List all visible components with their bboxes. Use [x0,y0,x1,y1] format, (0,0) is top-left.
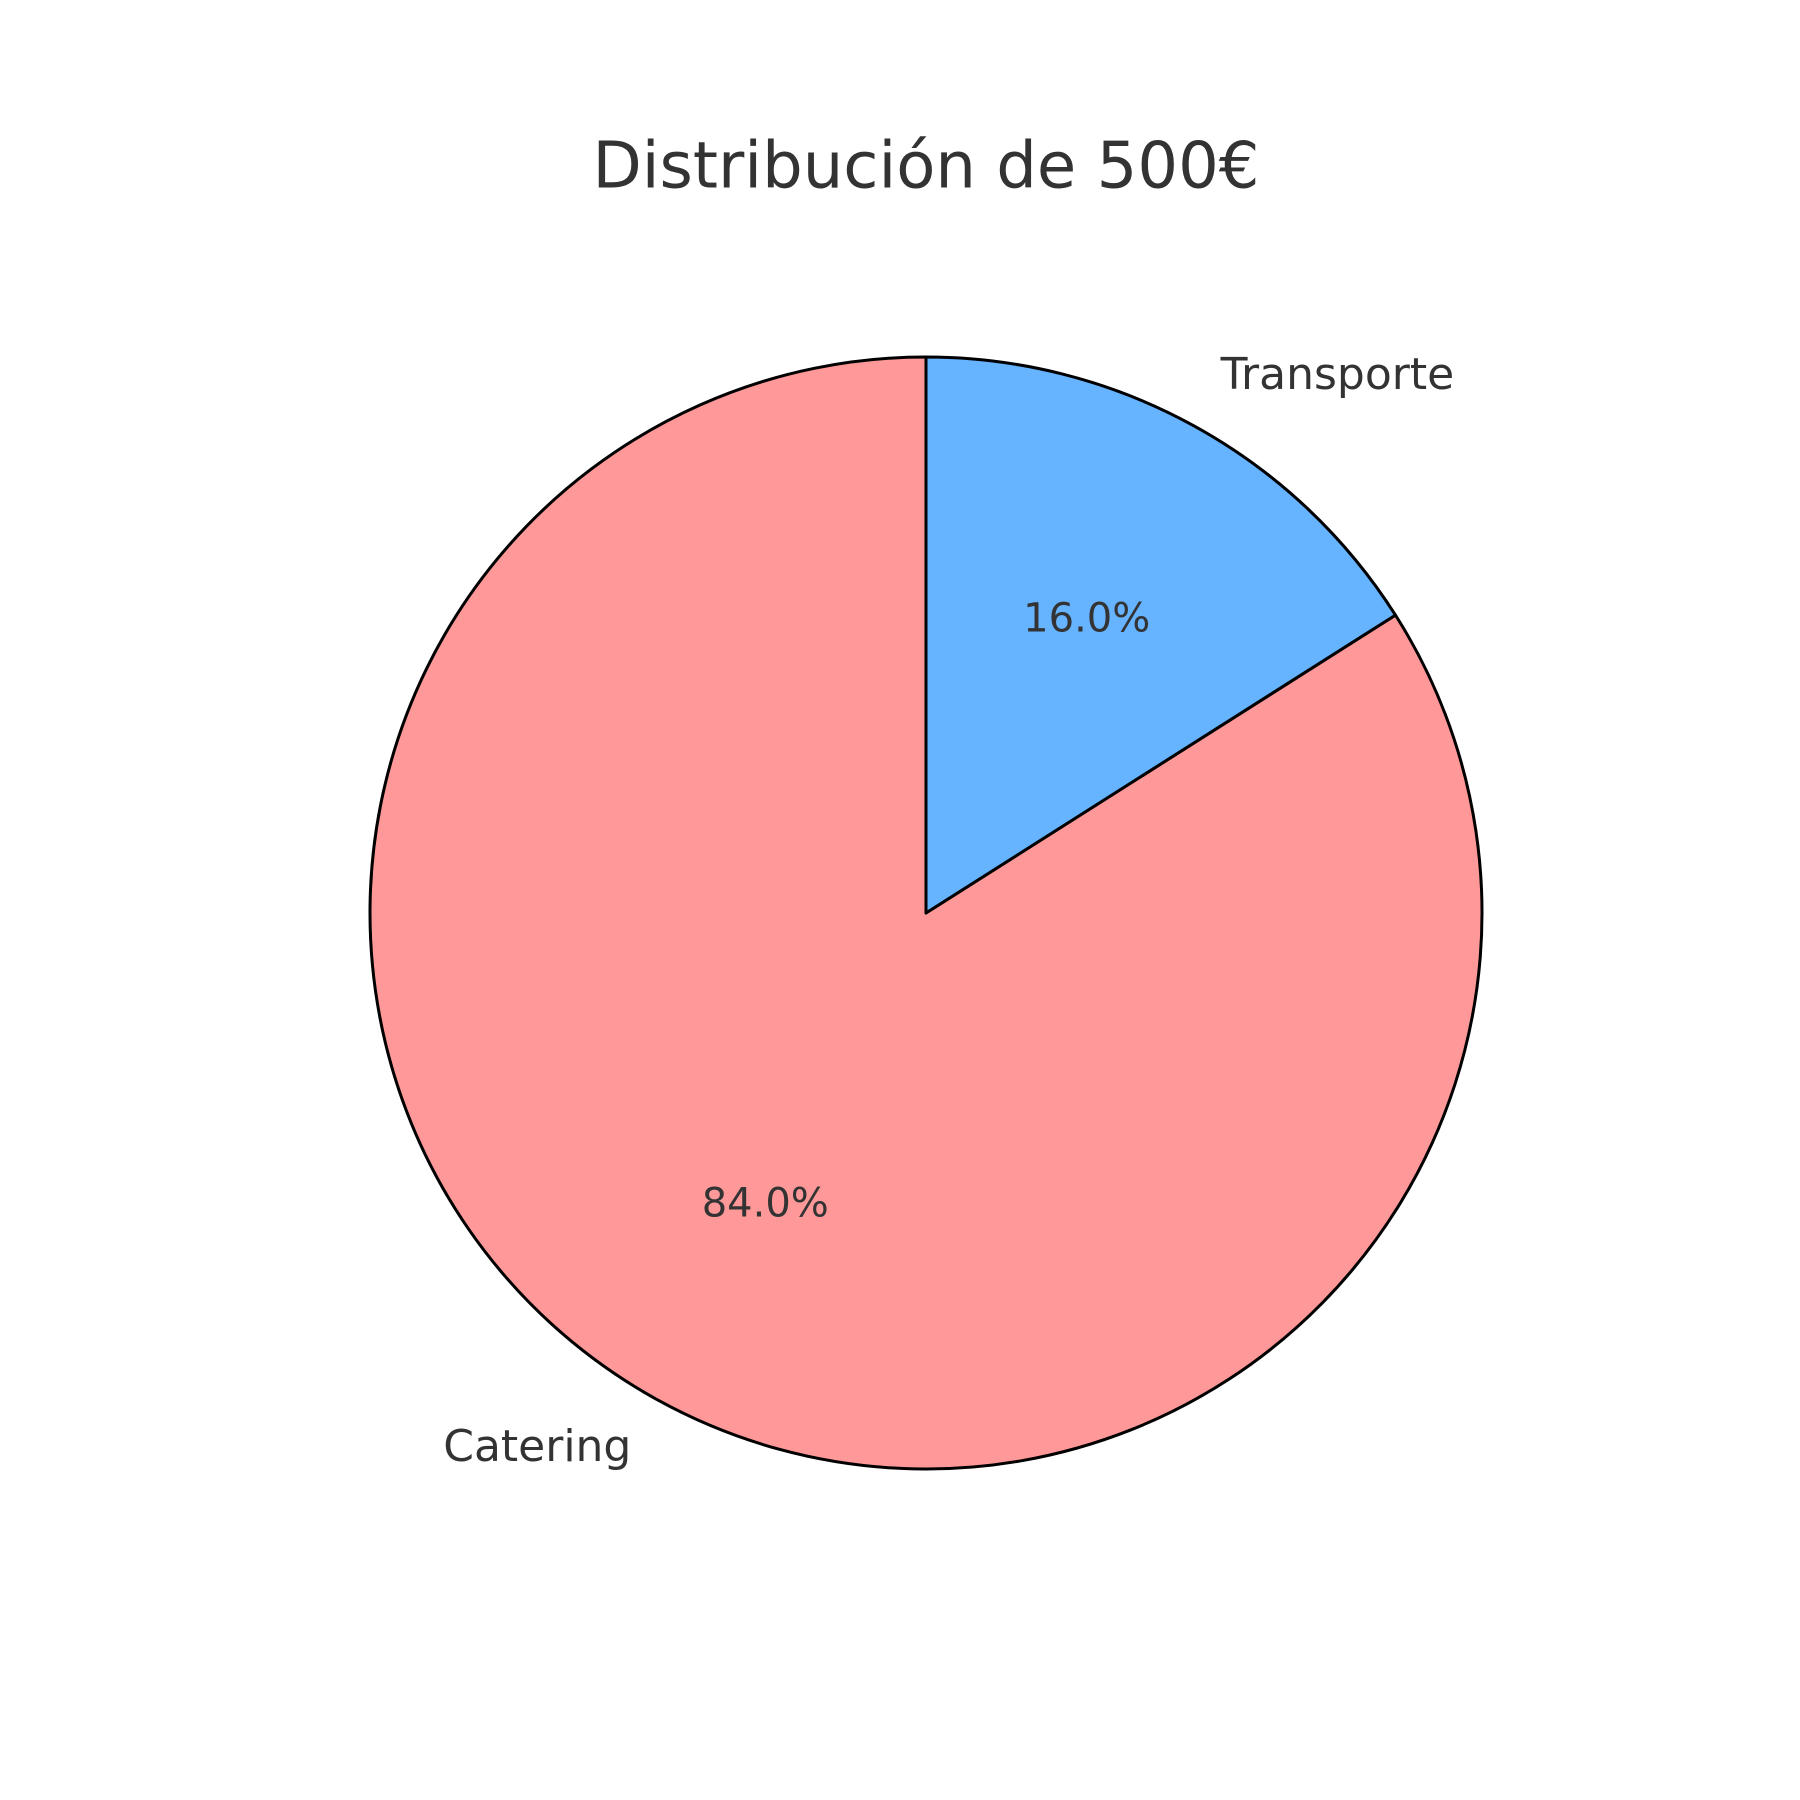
value-label: 84.0% [702,1180,829,1226]
pie-slice [924,355,1397,915]
value-label: 16.0% [1023,596,1150,642]
chart-title: Distribución de 500€ [592,130,1259,204]
slice-label: Transporte [1220,349,1455,400]
slice-label: Catering [443,1421,631,1472]
